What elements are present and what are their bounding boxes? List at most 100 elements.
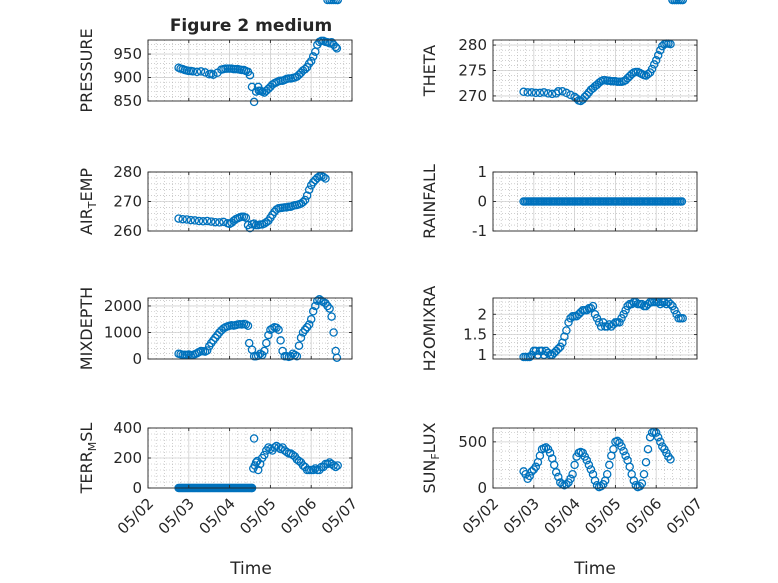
subplot-2: 270 275 280 THETA xyxy=(420,0,698,106)
data-point xyxy=(209,336,218,345)
x-tick-label: 05/03 xyxy=(155,494,198,537)
data-point xyxy=(300,325,310,335)
data-point xyxy=(558,87,567,96)
data-markers xyxy=(519,297,687,362)
data-markers xyxy=(174,36,342,107)
data-point xyxy=(178,214,187,224)
y-tick-label: 280 xyxy=(458,36,487,54)
data-point xyxy=(637,479,647,488)
data-point xyxy=(649,60,659,69)
data-point xyxy=(541,443,551,452)
y-tick-label: 850 xyxy=(113,92,142,110)
data-point xyxy=(270,443,279,452)
data-point xyxy=(304,59,314,68)
data-point xyxy=(321,174,330,183)
data-point xyxy=(621,305,630,315)
subplot-4: -1 0 1 RAINFALL xyxy=(420,163,698,240)
data-point xyxy=(200,68,210,77)
data-point xyxy=(298,197,308,207)
data-point xyxy=(249,434,259,443)
data-point xyxy=(653,432,663,442)
axes-box xyxy=(147,297,353,360)
x-tick-label: 05/02 xyxy=(114,494,157,537)
y-tick-label: 1 xyxy=(477,163,487,181)
data-point xyxy=(590,310,600,319)
x-tick-label: 05/06 xyxy=(277,494,320,537)
axes-box xyxy=(147,39,353,102)
data-point xyxy=(625,462,634,472)
data-point xyxy=(332,44,342,53)
data-point xyxy=(311,464,320,473)
data-point xyxy=(206,217,216,226)
data-point xyxy=(313,173,322,183)
data-point xyxy=(302,191,312,200)
data-point xyxy=(623,301,632,311)
y-tick-label: 500 xyxy=(458,433,487,451)
data-point xyxy=(653,297,663,307)
tick-marks xyxy=(147,298,353,360)
data-point xyxy=(188,67,198,76)
data-point xyxy=(566,474,575,484)
data-point xyxy=(245,70,255,80)
y-tick-label: -1 xyxy=(472,222,487,240)
data-point xyxy=(564,318,573,327)
y-tick-label: 900 xyxy=(113,69,142,87)
data-point xyxy=(525,352,534,362)
data-point xyxy=(525,471,534,481)
x-tick-label: 05/04 xyxy=(540,494,583,537)
data-point xyxy=(582,456,592,465)
data-point xyxy=(656,45,665,55)
data-point xyxy=(332,353,342,362)
data-point xyxy=(243,321,253,331)
data-point xyxy=(196,67,206,76)
data-point xyxy=(613,436,622,446)
data-point xyxy=(531,88,541,98)
data-point xyxy=(306,56,316,66)
data-point xyxy=(549,460,559,470)
data-point xyxy=(268,324,277,333)
y-tick-label: 200 xyxy=(113,449,142,467)
tick-marks xyxy=(492,171,698,232)
y-axis-label: RAINFALL xyxy=(420,164,439,239)
data-point xyxy=(329,328,338,337)
axes-box xyxy=(492,427,698,489)
data-point xyxy=(249,219,259,228)
data-point xyxy=(325,304,334,313)
data-point xyxy=(584,460,594,470)
data-point xyxy=(543,89,553,98)
data-point xyxy=(596,481,606,491)
data-point xyxy=(639,469,649,479)
data-point xyxy=(605,460,614,470)
data-markers xyxy=(519,0,687,106)
data-point xyxy=(619,446,628,456)
data-point xyxy=(539,88,549,97)
x-tick-label: 05/07 xyxy=(663,494,706,537)
data-point xyxy=(300,64,310,74)
y-axis-label: SUNFLUX xyxy=(420,422,442,493)
y-tick-label: 1 xyxy=(477,346,487,364)
x-tick-label: 05/06 xyxy=(622,494,665,537)
x-tick-label: 05/07 xyxy=(318,494,361,537)
data-point xyxy=(333,461,342,470)
data-point xyxy=(554,344,563,354)
data-point xyxy=(582,90,592,100)
data-point xyxy=(609,444,618,454)
y-tick-label: 2000 xyxy=(104,297,142,315)
x-tick-label: 05/02 xyxy=(459,494,502,537)
data-point xyxy=(198,217,208,226)
y-tick-label: 260 xyxy=(113,222,142,240)
data-point xyxy=(566,90,575,100)
data-point xyxy=(531,346,541,356)
data-point xyxy=(306,314,316,324)
y-tick-label: 280 xyxy=(113,163,142,181)
data-point xyxy=(260,346,269,356)
data-point xyxy=(539,350,549,360)
y-axis-label: TERRMSL xyxy=(77,423,99,495)
data-point xyxy=(260,450,269,460)
data-point xyxy=(545,448,555,458)
data-point xyxy=(582,305,592,315)
data-point xyxy=(592,480,602,490)
data-point xyxy=(286,352,296,361)
data-point xyxy=(311,301,320,311)
